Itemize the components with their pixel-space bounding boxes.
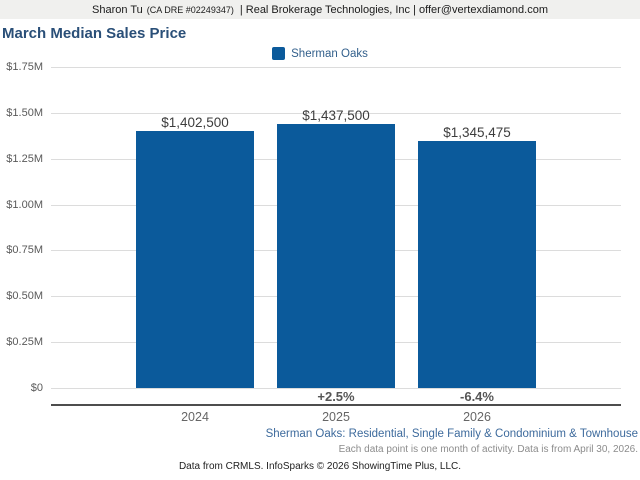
y-axis-tick-label: $1.50M	[6, 106, 43, 119]
chart-plot-area: $1.75M $1.50M $1.25M $1.00M $0.75M $0.50M $0.2…	[6, 61, 621, 394]
x-axis-label-2026: 2026	[463, 410, 491, 424]
agent-license: (CA DRE #02249347)	[146, 4, 234, 15]
y-axis-tick-label: $0	[30, 382, 43, 394]
bar-2024[interactable]	[136, 131, 254, 388]
agent-brokerage-contact: | Real Brokerage Technologies, Inc | off…	[239, 3, 548, 16]
y-axis-tick-label: $0.50M	[6, 290, 43, 303]
y-axis-tick-label: $0.25M	[6, 336, 43, 349]
pct-change-label: +2.5%	[317, 389, 355, 404]
x-axis-label-2024: 2024	[181, 410, 209, 424]
bar-2026[interactable]	[418, 141, 536, 388]
footer-attribution: Data from CRMLS. InfoSparks © 2026 Showi…	[178, 461, 462, 472]
legend-item-sherman-oaks[interactable]: Sherman Oaks	[0, 46, 640, 61]
pct-change-label: -6.4%	[460, 389, 494, 404]
y-axis-tick-label: $0.75M	[6, 244, 43, 257]
agent-header: Sharon Tu (CA DRE #02249347) | Real Brok…	[0, 0, 640, 19]
bar-value-label: $1,345,475	[443, 125, 511, 140]
bar-group: $1,437,500	[277, 67, 395, 388]
x-axis-label-2025: 2025	[322, 410, 350, 424]
bar-2025[interactable]	[277, 124, 395, 388]
footer-activity-note: Each data point is one month of activity…	[338, 444, 638, 455]
bar-group: $1,345,475	[418, 67, 536, 388]
y-axis-tick-label: $1.00M	[6, 198, 43, 211]
agent-name: Sharon Tu	[92, 3, 143, 16]
x-axis-labels-row: 2024 2025 2026	[51, 409, 621, 425]
pct-change-row: +2.5% -6.4%	[51, 389, 621, 405]
bar-value-label: $1,437,500	[302, 108, 370, 123]
legend-label: Sherman Oaks	[291, 47, 368, 60]
gridline	[51, 112, 621, 114]
footer-segment-description: Sherman Oaks: Residential, Single Family…	[265, 428, 638, 440]
bars-row: $1,402,500 $1,437,500 $1,345,475	[51, 67, 621, 388]
bar-value-label: $1,402,500	[161, 115, 229, 130]
bar-group: $1,402,500	[136, 67, 254, 388]
pct-change-label	[136, 389, 254, 405]
gridline	[51, 67, 621, 68]
y-axis-tick-label: $1.25M	[6, 152, 43, 165]
legend-swatch-icon	[272, 47, 286, 60]
x-axis-line	[51, 404, 621, 406]
page-title: March Median Sales Price	[2, 25, 187, 42]
y-axis-tick-label: $1.75M	[6, 61, 43, 73]
gridline	[51, 388, 621, 389]
